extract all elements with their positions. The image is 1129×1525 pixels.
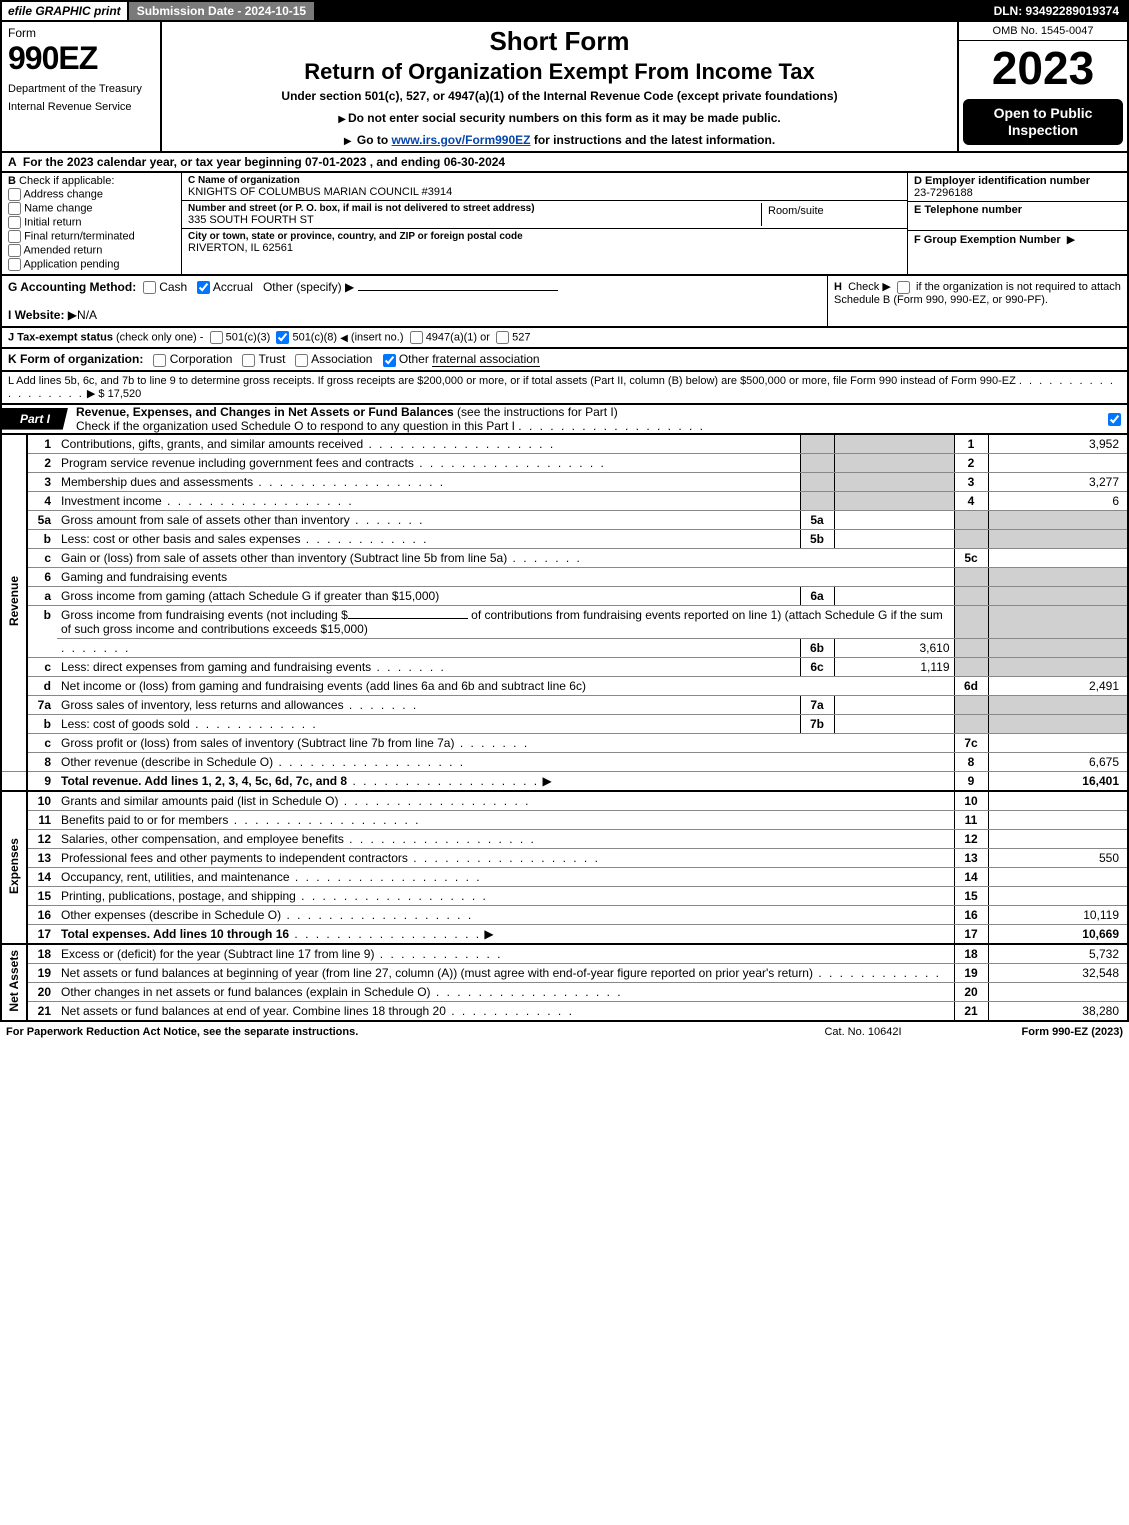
chk-name-change[interactable]: Name change: [8, 202, 175, 215]
e-phone-label: E Telephone number: [914, 204, 1022, 216]
chk-amended-return[interactable]: Amended return: [8, 244, 175, 257]
dept-irs: Internal Revenue Service: [8, 101, 154, 113]
dln-label: DLN: 93492289019374: [986, 2, 1127, 20]
chk-527[interactable]: [496, 331, 509, 344]
org-name: KNIGHTS OF COLUMBUS MARIAN COUNCIL #3914: [188, 186, 901, 198]
title-return: Return of Organization Exempt From Incom…: [170, 59, 949, 85]
d-ein-label: D Employer identification number: [914, 175, 1090, 187]
val-16: 10,119: [988, 905, 1128, 924]
title-sub: Under section 501(c), 527, or 4947(a)(1)…: [170, 89, 949, 103]
irs-link[interactable]: www.irs.gov/Form990EZ: [392, 133, 531, 147]
website-value: N/A: [77, 308, 97, 322]
line-a: A For the 2023 calendar year, or tax yea…: [0, 153, 1129, 173]
val-9: 16,401: [988, 771, 1128, 791]
line-k: K Form of organization: Corporation Trus…: [0, 349, 1129, 371]
footer-formid: Form 990-EZ (2023): [1022, 1026, 1123, 1038]
chk-other-org[interactable]: [383, 354, 396, 367]
val-8: 6,675: [988, 752, 1128, 771]
chk-final-return[interactable]: Final return/terminated: [8, 230, 175, 243]
omb-number: OMB No. 1545-0047: [959, 22, 1127, 41]
val-1: 3,952: [988, 435, 1128, 454]
form-word: Form: [8, 26, 154, 40]
c-street-label: Number and street (or P. O. box, if mail…: [188, 203, 761, 214]
chk-4947[interactable]: [410, 331, 423, 344]
val-14: [988, 867, 1128, 886]
org-info-block: B Check if applicable: Address change Na…: [0, 173, 1129, 276]
chk-address-change[interactable]: Address change: [8, 188, 175, 201]
tax-year: 2023: [959, 41, 1127, 95]
title-shortform: Short Form: [170, 26, 949, 57]
d-ein-value: 23-7296188: [914, 187, 973, 199]
footer-catno: Cat. No. 10642I: [824, 1026, 901, 1038]
line-l: L Add lines 5b, 6c, and 7b to line 9 to …: [0, 372, 1129, 405]
org-street: 335 SOUTH FOURTH ST: [188, 214, 761, 226]
side-expenses: Expenses: [1, 791, 27, 944]
val-6c: 1,119: [834, 657, 954, 676]
part-i-badge: Part I: [2, 408, 68, 430]
other-org-value: fraternal association: [432, 352, 539, 367]
val-15: [988, 886, 1128, 905]
side-netassets: Net Assets: [1, 944, 27, 1021]
c-name-label: C Name of organization: [188, 175, 901, 186]
chk-schedule-o[interactable]: [1108, 413, 1121, 426]
val-3: 3,277: [988, 472, 1128, 491]
chk-schedule-b[interactable]: [897, 281, 910, 294]
ssn-warning: Do not enter social security numbers on …: [170, 111, 949, 125]
room-suite: Room/suite: [761, 203, 901, 226]
chk-application-pending[interactable]: Application pending: [8, 258, 175, 271]
line-g-h: G Accounting Method: Cash Accrual Other …: [0, 276, 1129, 328]
val-17: 10,669: [988, 924, 1128, 944]
goto-row: Go to www.irs.gov/Form990EZ for instruct…: [170, 133, 949, 147]
val-5c: [988, 548, 1128, 567]
form-header: Form 990EZ Department of the Treasury In…: [0, 22, 1129, 153]
f-group-label: F Group Exemption Number: [914, 234, 1061, 246]
val-6d: 2,491: [988, 676, 1128, 695]
part-i-header: Part I Revenue, Expenses, and Changes in…: [0, 405, 1129, 435]
top-bar: efile GRAPHIC print Submission Date - 20…: [0, 0, 1129, 22]
chk-trust[interactable]: [242, 354, 255, 367]
val-4: 6: [988, 491, 1128, 510]
footer-notice: For Paperwork Reduction Act Notice, see …: [6, 1026, 824, 1038]
part-i-table: Revenue 1Contributions, gifts, grants, a…: [0, 435, 1129, 1022]
chk-accrual[interactable]: [197, 281, 210, 294]
chk-corp[interactable]: [153, 354, 166, 367]
val-6b: 3,610: [834, 638, 954, 657]
chk-assoc[interactable]: [295, 354, 308, 367]
dept-treasury: Department of the Treasury: [8, 83, 154, 95]
open-public-badge: Open to Public Inspection: [963, 99, 1123, 145]
submission-date-button[interactable]: Submission Date - 2024-10-15: [129, 2, 316, 20]
form-number: 990EZ: [8, 40, 154, 77]
c-city-label: City or town, state or province, country…: [188, 231, 901, 242]
val-2: [988, 453, 1128, 472]
chk-501c[interactable]: [276, 331, 289, 344]
val-11: [988, 810, 1128, 829]
chk-initial-return[interactable]: Initial return: [8, 216, 175, 229]
val-13: 550: [988, 848, 1128, 867]
val-7c: [988, 733, 1128, 752]
chk-501c3[interactable]: [210, 331, 223, 344]
line-j: J Tax-exempt status (check only one) - 5…: [0, 328, 1129, 349]
val-12: [988, 829, 1128, 848]
val-20: [988, 982, 1128, 1001]
val-19: 32,548: [988, 963, 1128, 982]
org-city: RIVERTON, IL 62561: [188, 242, 901, 254]
side-revenue: Revenue: [1, 435, 27, 772]
val-21: 38,280: [988, 1001, 1128, 1021]
val-18: 5,732: [988, 944, 1128, 964]
efile-print-button[interactable]: efile GRAPHIC print: [2, 2, 129, 20]
page-footer: For Paperwork Reduction Act Notice, see …: [0, 1022, 1129, 1042]
val-10: [988, 791, 1128, 811]
chk-cash[interactable]: [143, 281, 156, 294]
